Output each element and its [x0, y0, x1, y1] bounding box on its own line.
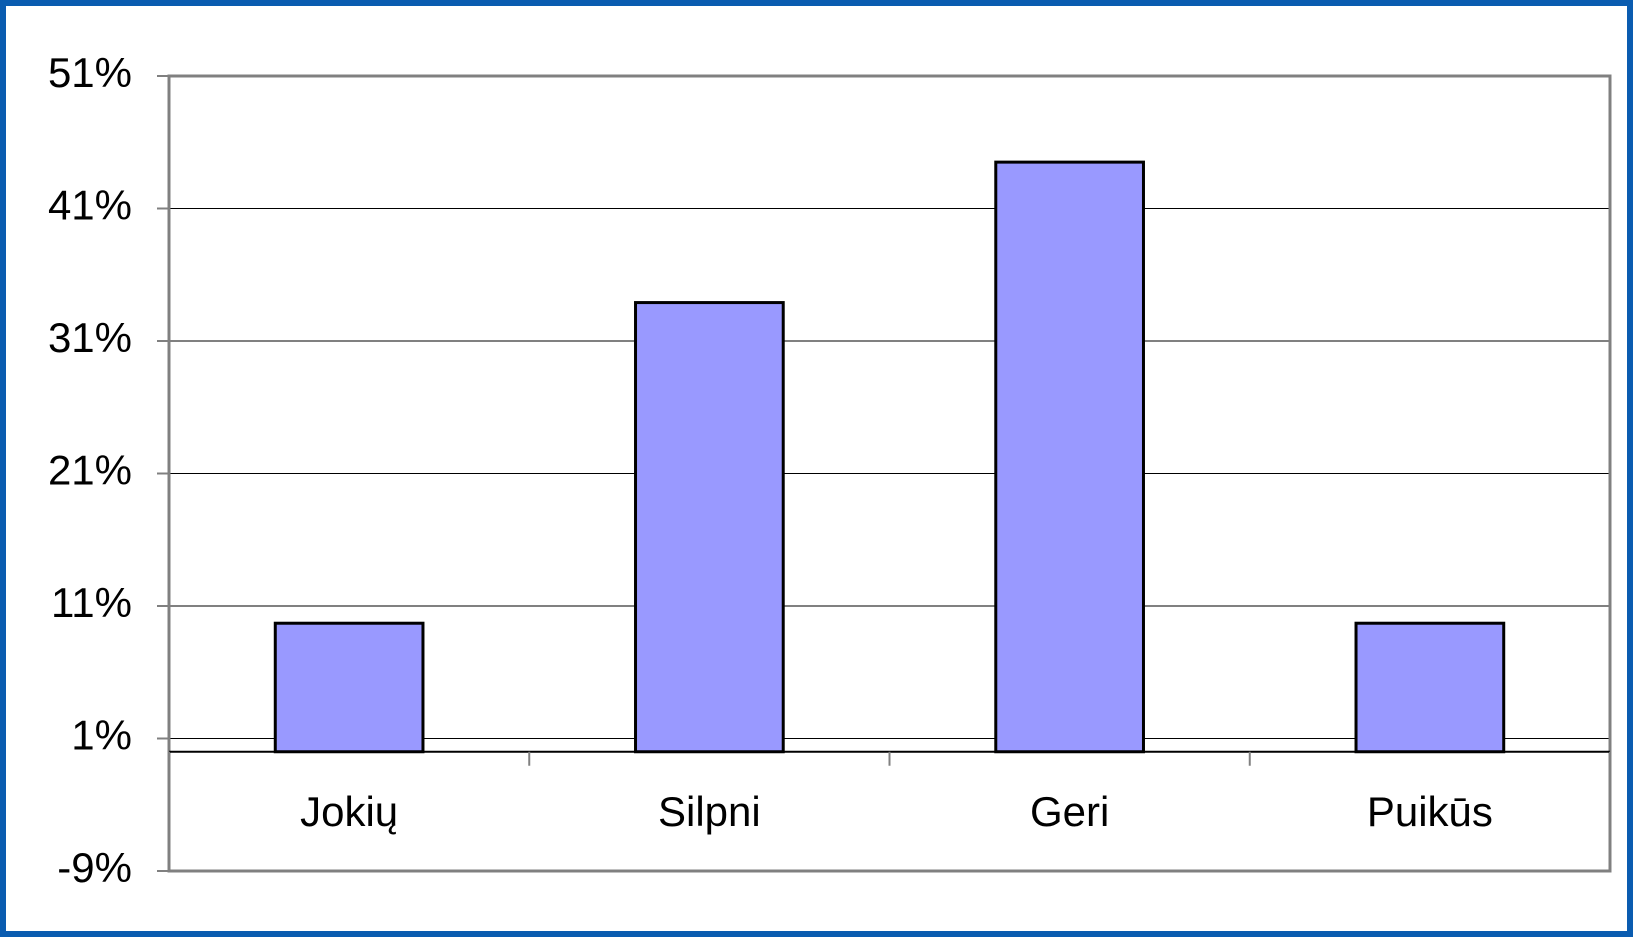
- bar: [273, 621, 425, 754]
- y-tick-label: 31%: [48, 314, 132, 361]
- plot-border: [167, 74, 1612, 873]
- y-tick-label: 1%: [71, 712, 132, 759]
- bar: [994, 160, 1145, 754]
- y-tick-label: 51%: [48, 49, 132, 96]
- bar: [1354, 621, 1506, 754]
- x-tick-label: Silpni: [658, 788, 761, 835]
- x-tick-label: Jokių: [300, 788, 398, 835]
- x-tick-label: Puikūs: [1367, 788, 1493, 835]
- y-tick-label: 41%: [48, 182, 132, 229]
- y-tick-label: 21%: [48, 447, 132, 494]
- y-tick-label: 11%: [51, 579, 132, 626]
- bar: [634, 301, 785, 754]
- y-tick-label: -9%: [57, 844, 132, 891]
- x-tick-label: Geri: [1030, 788, 1109, 835]
